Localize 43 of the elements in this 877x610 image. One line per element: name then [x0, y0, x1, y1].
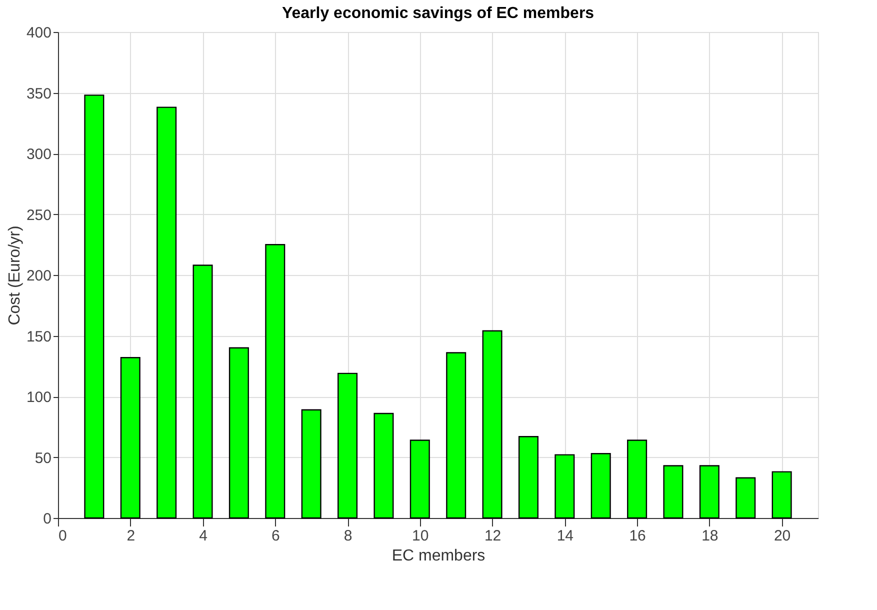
bar — [156, 106, 177, 519]
y-tick-label: 100 — [26, 389, 52, 406]
y-tick-label: 250 — [26, 206, 52, 224]
bar — [663, 465, 684, 519]
bar — [482, 330, 502, 519]
x-tick-label: 6 — [271, 528, 280, 544]
bar — [228, 347, 249, 519]
bar — [446, 352, 466, 519]
bar — [736, 477, 756, 519]
chart-title: Yearly economic savings of EC members — [282, 5, 594, 22]
x-tick-label: 14 — [556, 528, 574, 544]
y-tick-label: 300 — [26, 146, 52, 163]
x-tick-label: 10 — [412, 528, 429, 544]
y-tick-label: 200 — [26, 268, 52, 284]
bar — [699, 465, 720, 519]
bar — [554, 454, 575, 519]
bar — [338, 372, 358, 519]
y-tick-label: 50 — [34, 450, 52, 467]
y-tick-label: 350 — [26, 85, 52, 102]
x-axis-title: EC members — [392, 548, 486, 564]
x-tick-label: 8 — [344, 528, 352, 544]
y-tick-label: 150 — [26, 328, 52, 346]
bar — [772, 471, 792, 519]
bar — [84, 94, 104, 519]
bar — [410, 440, 430, 519]
y-tick-label: 0 — [43, 510, 52, 528]
y-axis-title: Cost (Euro/yr) — [6, 226, 24, 326]
bar — [518, 436, 538, 519]
bar — [265, 244, 286, 519]
y-tick-label: 400 — [26, 24, 52, 42]
x-tick-label: 16 — [629, 528, 646, 544]
bar — [192, 264, 213, 519]
x-tick-label: 18 — [702, 528, 718, 544]
bar — [120, 357, 140, 519]
x-tick-label: 4 — [199, 528, 208, 544]
bar — [627, 440, 648, 519]
bar — [374, 412, 394, 519]
bar — [590, 453, 611, 519]
x-tick-label: 20 — [774, 528, 791, 544]
x-tick-label: 0 — [58, 528, 67, 544]
bar — [301, 409, 322, 519]
x-tick-label: 2 — [126, 528, 136, 544]
x-tick-label: 12 — [484, 528, 502, 544]
